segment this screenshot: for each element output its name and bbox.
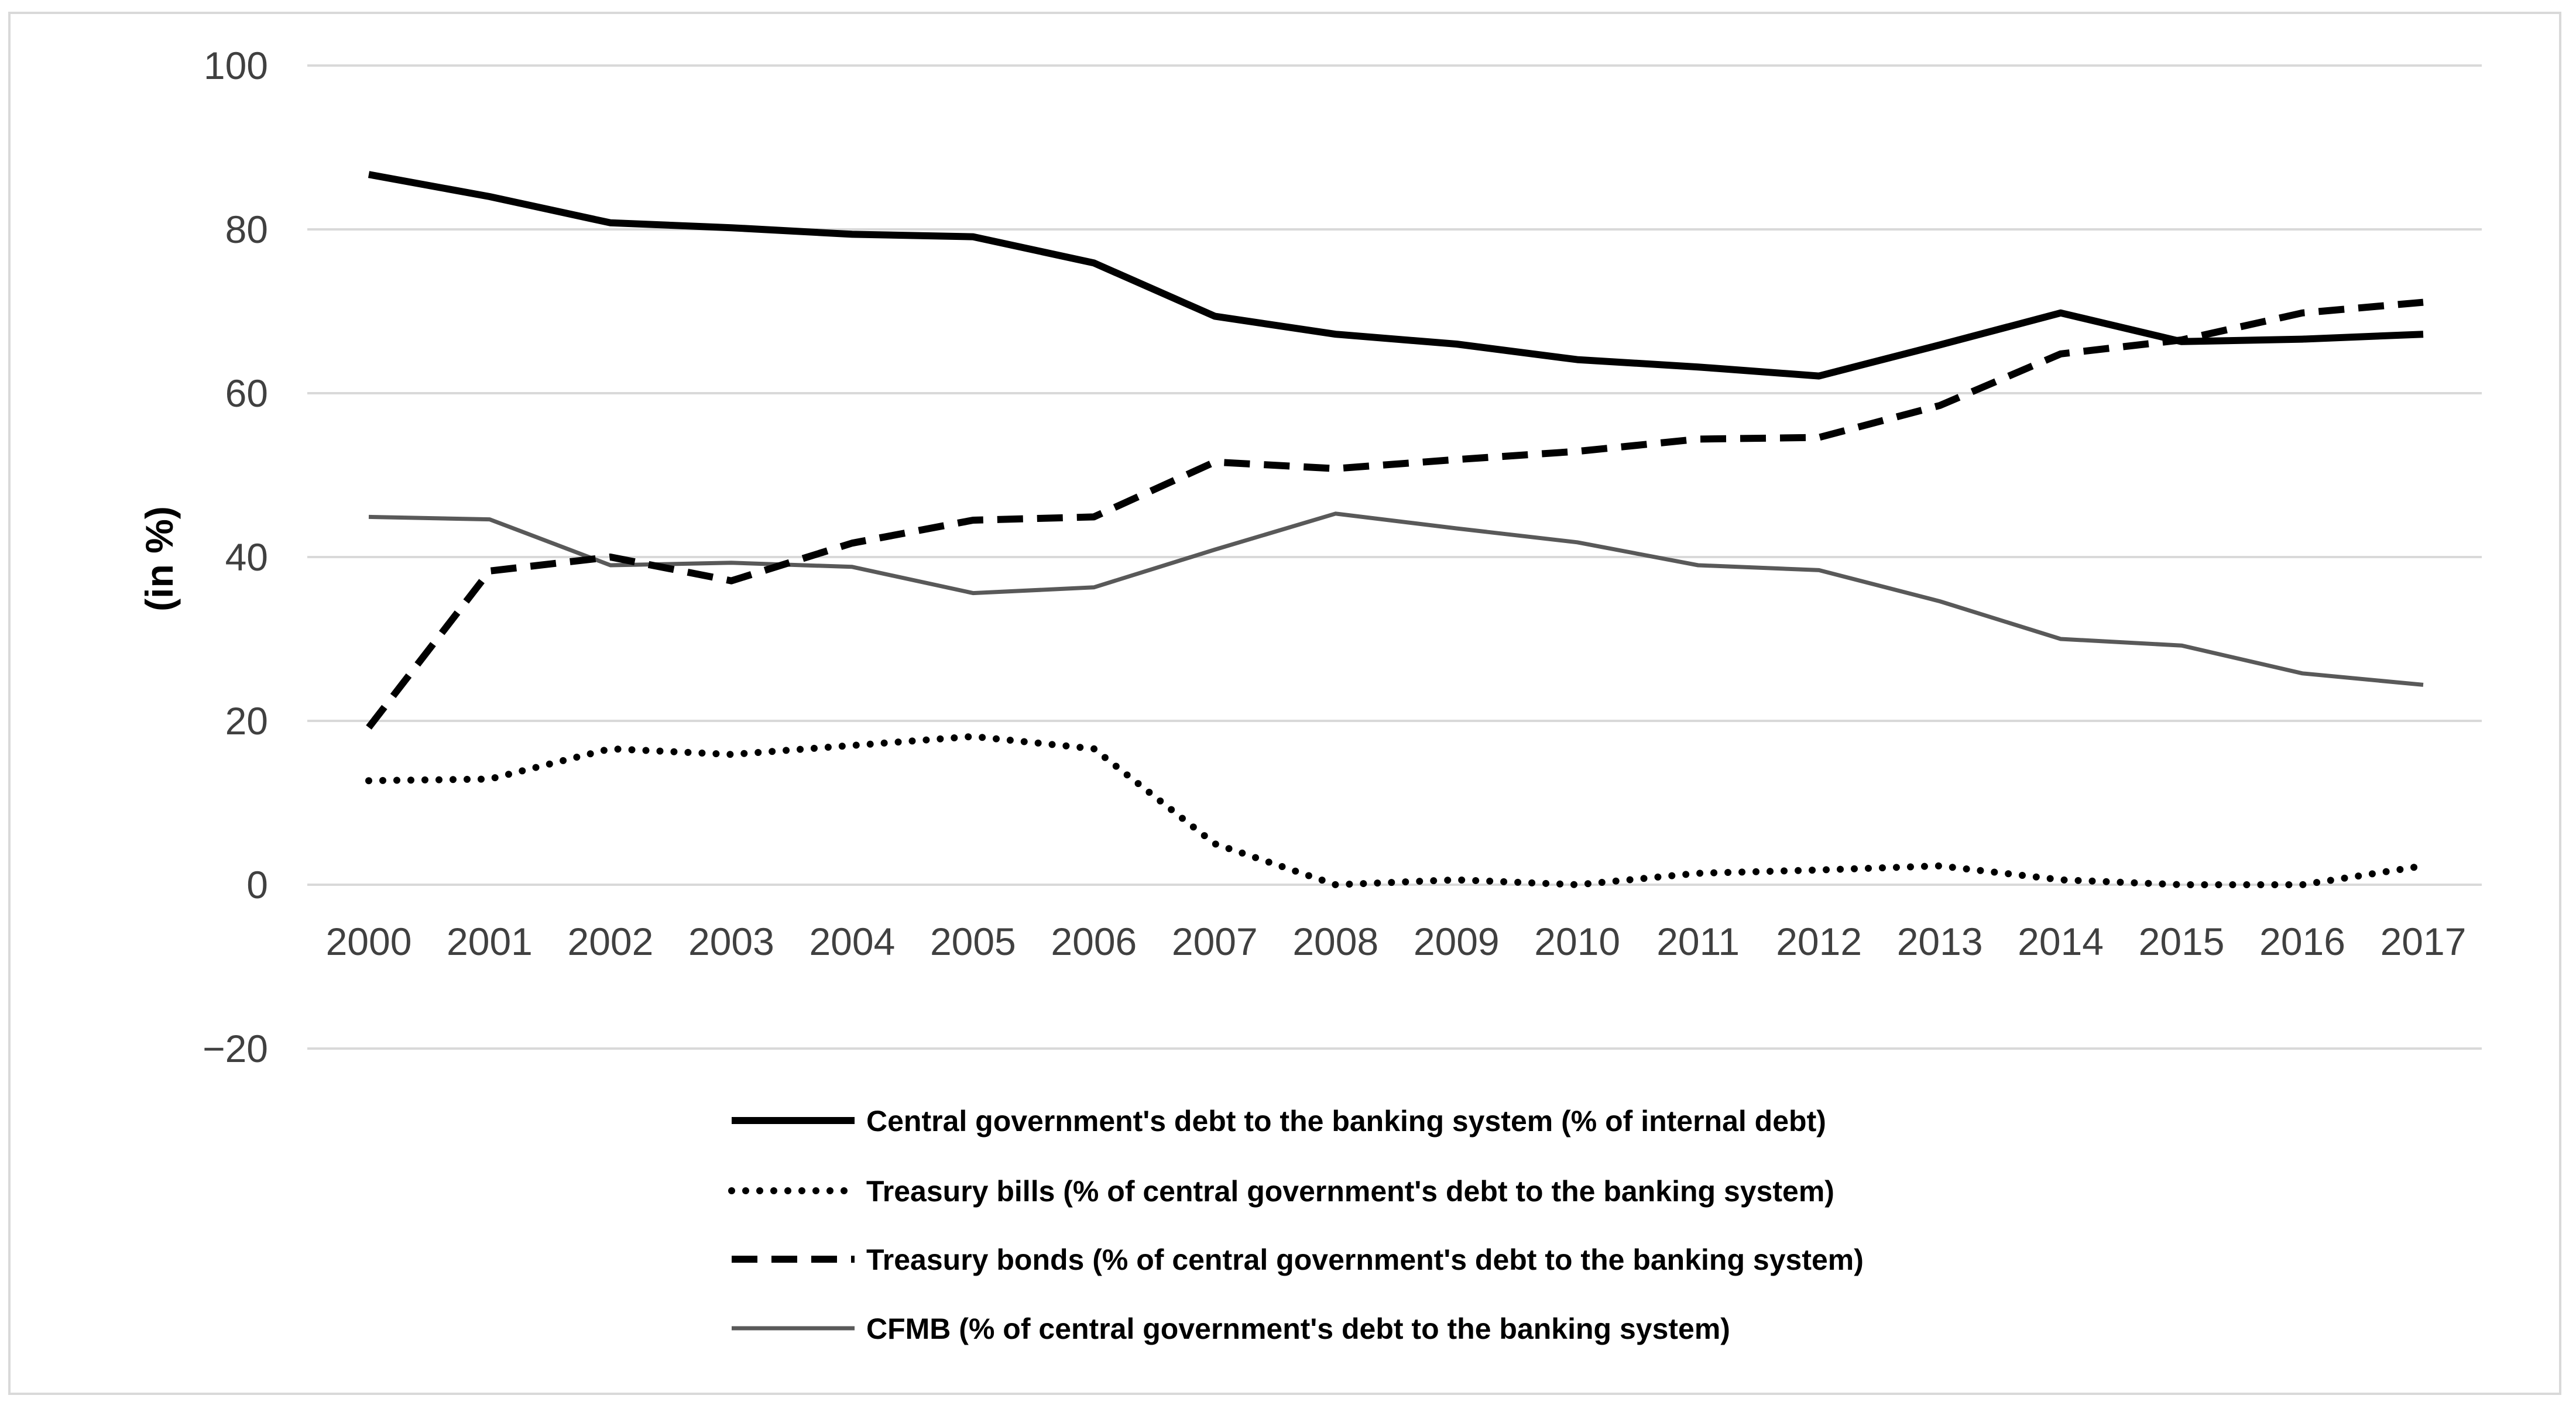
y-axis-ticks: 100 80 60 40 20 0 −20 (203, 44, 268, 1070)
x-tick-label: 2006 (1051, 920, 1137, 963)
x-tick-label: 2009 (1414, 920, 1500, 963)
y-axis-title: (in %) (138, 506, 181, 611)
x-tick-label: 2015 (2139, 920, 2225, 963)
x-tick-label: 2003 (688, 920, 774, 963)
chart-frame (8, 12, 2561, 1395)
x-axis-ticks: 2000 2001 2002 2003 2004 2005 2006 2007 2008 2009… (326, 920, 2467, 963)
x-tick-label: 2000 (326, 920, 412, 963)
y-tick-label: −20 (203, 1027, 268, 1070)
x-tick-label: 2007 (1172, 920, 1258, 963)
y-tick-label: 100 (204, 44, 268, 87)
series-line-0 (368, 171, 2424, 380)
x-tick-label: 2002 (568, 920, 654, 963)
x-tick-label: 2016 (2259, 920, 2345, 963)
y-tick-label: 40 (225, 535, 268, 579)
legend-label-2: Treasury bonds (% of central government'… (866, 1243, 1864, 1276)
x-tick-label: 2013 (1897, 920, 1983, 963)
series-line-3 (368, 511, 2424, 687)
x-tick-label: 2014 (2018, 920, 2104, 963)
y-tick-label: 0 (246, 863, 268, 906)
legend-label-3: CFMB (% of central government's debt to … (866, 1312, 1730, 1345)
x-tick-label: 2001 (447, 920, 533, 963)
series-lines (365, 171, 2427, 888)
x-tick-label: 2008 (1292, 920, 1378, 963)
x-tick-label: 2012 (1776, 920, 1862, 963)
x-tick-label: 2017 (2381, 920, 2467, 963)
y-tick-label: 80 (225, 208, 268, 251)
series-line-2 (366, 298, 2424, 730)
y-tick-label: 60 (225, 372, 268, 415)
legend-label-1: Treasury bills (% of central government'… (866, 1175, 1834, 1208)
x-tick-label: 2005 (930, 920, 1016, 963)
gridlines (307, 64, 2482, 1050)
x-tick-label: 2010 (1534, 920, 1620, 963)
legend-label-0: Central government's debt to the banking… (866, 1105, 1826, 1137)
legend: Central government's debt to the banking… (728, 1105, 1864, 1345)
x-tick-label: 2011 (1656, 920, 1740, 963)
y-tick-label: 20 (225, 699, 268, 743)
x-tick-label: 2004 (809, 920, 895, 963)
series-line-1 (365, 733, 2427, 888)
